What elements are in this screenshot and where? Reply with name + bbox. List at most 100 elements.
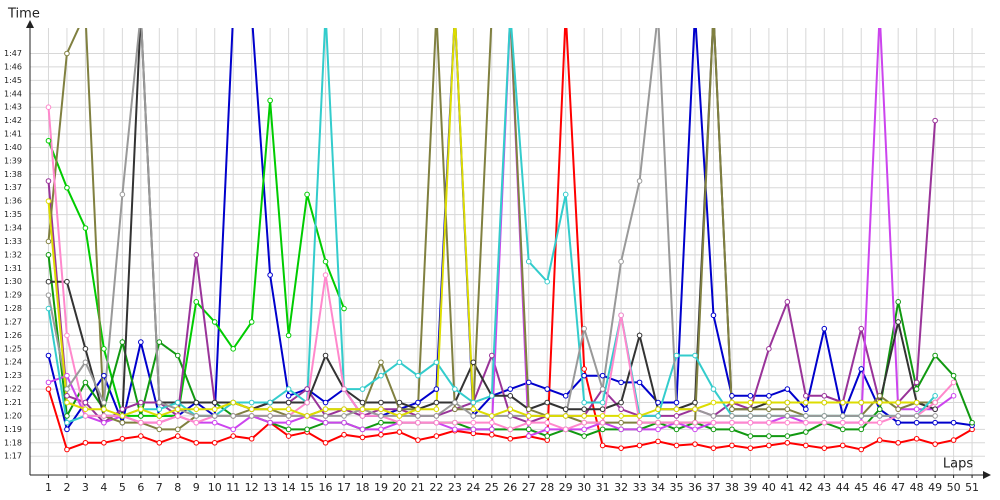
lap-point (599, 426, 606, 433)
lap-point (156, 439, 163, 446)
lap-point (452, 399, 458, 406)
lap-point (710, 445, 717, 451)
lap-point (766, 433, 772, 439)
lap-point (692, 352, 698, 359)
lap-point (119, 406, 126, 413)
lap-point (950, 437, 957, 443)
lap-point (359, 386, 366, 392)
lap-point (932, 399, 938, 406)
lap-point (784, 413, 791, 419)
lap-point (322, 352, 329, 359)
lap-point (508, 11, 513, 16)
lap-point (101, 419, 107, 426)
lap-point (378, 399, 384, 406)
lap-point (45, 104, 52, 110)
lap-point (636, 442, 643, 449)
lap-point (193, 299, 200, 305)
x-tick-label: 1 (45, 481, 52, 494)
lap-point (673, 426, 680, 433)
lap-point (544, 278, 551, 285)
x-tick-label: 36 (688, 481, 702, 494)
lap-point (415, 437, 421, 443)
y-tick-label: 1:20 (4, 411, 22, 420)
lap-point (174, 433, 181, 439)
x-tick-label: 7 (156, 481, 163, 494)
lap-point (895, 399, 901, 406)
lap-point (378, 359, 384, 366)
lap-point (119, 419, 126, 426)
lap-point (655, 426, 661, 433)
lap-point (488, 352, 495, 359)
lap-point (359, 399, 366, 406)
lap-point (396, 429, 403, 435)
lap-point (415, 419, 421, 426)
lap-point (285, 426, 292, 433)
lap-point (581, 372, 587, 379)
lap-point (174, 352, 181, 359)
lap-point (656, 11, 661, 16)
lap-point (876, 393, 883, 399)
y-tick-label: 1:38 (4, 170, 22, 179)
lap-point (415, 399, 421, 406)
lap-point (544, 433, 551, 439)
lap-point (562, 191, 569, 198)
lap-point (156, 339, 163, 345)
lap-point (488, 393, 495, 399)
x-tick-label: 24 (466, 481, 480, 494)
lap-point (508, 11, 513, 16)
lap-point (304, 191, 310, 198)
lap-point (876, 413, 883, 419)
lap-point (285, 419, 292, 426)
lap-point (710, 419, 717, 426)
lap-point (932, 393, 938, 399)
lap-point (507, 435, 514, 442)
lap-point (45, 278, 52, 285)
lap-point (470, 419, 477, 426)
lap-point (562, 413, 569, 419)
lap-point (433, 406, 440, 413)
lap-point (895, 406, 901, 413)
lap-point (950, 393, 957, 399)
lap-point (581, 413, 587, 419)
lap-point (932, 117, 938, 124)
x-tick-label: 21 (411, 481, 425, 494)
lap-point (895, 413, 901, 419)
lap-point (932, 441, 938, 447)
y-tick-label: 1:18 (4, 438, 22, 447)
lap-point (64, 184, 70, 191)
lap-point (618, 426, 624, 433)
lap-point (766, 442, 772, 449)
lap-point (359, 406, 366, 413)
lap-point (969, 419, 975, 426)
y-tick-label: 1:43 (4, 103, 22, 112)
x-tick-label: 42 (799, 481, 813, 494)
lap-point (562, 406, 569, 413)
x-tick-label: 16 (319, 481, 333, 494)
y-tick-label: 1:41 (4, 130, 22, 139)
lap-point (341, 386, 347, 392)
x-tick-label: 41 (780, 481, 794, 494)
lap-point (322, 399, 329, 406)
lap-point (82, 399, 89, 406)
lap-point (729, 419, 735, 426)
lap-point (839, 399, 846, 406)
lap-point (729, 413, 735, 419)
lap-point (267, 406, 273, 413)
y-tick-label: 1:46 (4, 62, 22, 71)
lap-point (45, 198, 52, 204)
lap-point (230, 399, 236, 406)
x-tick-label: 3 (82, 481, 89, 494)
x-tick-label: 29 (559, 481, 573, 494)
lap-point (45, 137, 52, 144)
lap-point (119, 339, 126, 345)
lap-point (562, 393, 569, 399)
lap-point (618, 399, 624, 406)
lap-point (821, 419, 828, 426)
lap-point (230, 433, 236, 439)
lap-point (803, 413, 809, 419)
lap-point (766, 399, 772, 406)
lap-point (101, 439, 107, 446)
lap-point (193, 252, 200, 258)
x-tick-label: 4 (100, 481, 107, 494)
x-tick-label: 31 (596, 481, 610, 494)
